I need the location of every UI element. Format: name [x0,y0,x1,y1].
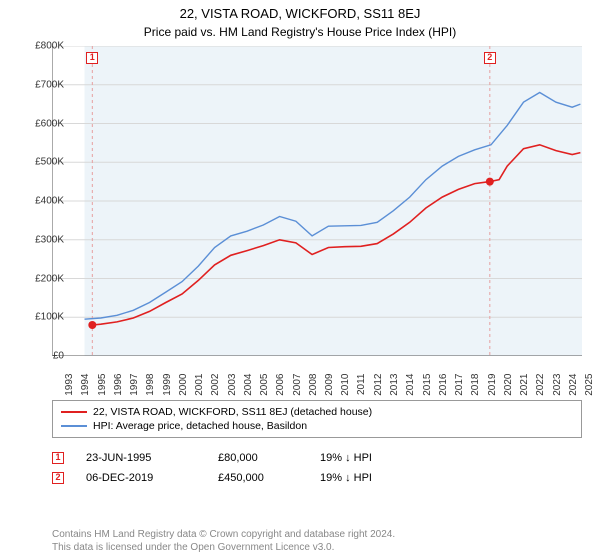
x-tick-label: 2006 [275,374,286,396]
legend-swatch [61,425,87,427]
x-tick-label: 2001 [194,374,205,396]
x-tick-label: 1996 [113,374,124,396]
event-marker-box: 2 [484,52,496,64]
y-tick-label: £0 [53,351,64,362]
chart-legend: 22, VISTA ROAD, WICKFORD, SS11 8EJ (deta… [52,400,582,438]
event-delta: 19% ↓ HPI [320,452,582,464]
chart-plot-area [52,46,582,356]
footer-line: Contains HM Land Registry data © Crown c… [52,528,582,541]
x-tick-label: 2023 [551,374,562,396]
y-tick-label: £600K [35,118,64,129]
x-tick-label: 2020 [503,374,514,396]
x-tick-label: 2007 [291,374,302,396]
x-tick-label: 1999 [161,374,172,396]
y-tick-label: £400K [35,196,64,207]
y-tick-label: £300K [35,234,64,245]
event-date: 06-DEC-2019 [86,472,196,484]
y-tick-label: £700K [35,79,64,90]
x-tick-label: 2002 [210,374,221,396]
x-tick-label: 1997 [129,374,140,396]
x-tick-label: 1994 [80,374,91,396]
event-price: £80,000 [218,452,298,464]
y-tick-label: £100K [35,312,64,323]
x-tick-label: 1995 [96,374,107,396]
x-tick-label: 2008 [308,374,319,396]
footer-line: This data is licensed under the Open Gov… [52,541,582,554]
x-tick-label: 2004 [243,374,254,396]
footer-attribution: Contains HM Land Registry data © Crown c… [52,528,582,554]
x-tick-label: 2021 [519,374,530,396]
chart-title: 22, VISTA ROAD, WICKFORD, SS11 8EJ [0,0,600,21]
chart-subtitle: Price paid vs. HM Land Registry's House … [0,21,600,45]
event-row: 1 23-JUN-1995 £80,000 19% ↓ HPI [52,448,582,468]
x-tick-label: 2022 [535,374,546,396]
event-number-box: 2 [52,472,64,484]
x-tick-label: 2003 [226,374,237,396]
legend-item-hpi: HPI: Average price, detached house, Basi… [61,419,573,433]
x-tick-label: 2000 [178,374,189,396]
x-tick-label: 2009 [324,374,335,396]
x-tick-label: 2011 [356,374,367,396]
x-tick-label: 2005 [259,374,270,396]
legend-label: HPI: Average price, detached house, Basi… [93,420,307,432]
x-tick-label: 2025 [584,374,595,396]
y-tick-label: £500K [35,157,64,168]
x-tick-label: 2024 [568,374,579,396]
x-tick-label: 2013 [389,374,400,396]
x-tick-label: 1998 [145,374,156,396]
events-table: 1 23-JUN-1995 £80,000 19% ↓ HPI 2 06-DEC… [52,448,582,488]
event-delta: 19% ↓ HPI [320,472,582,484]
event-marker-box: 1 [86,52,98,64]
x-tick-label: 2010 [340,374,351,396]
chart-container: 22, VISTA ROAD, WICKFORD, SS11 8EJ Price… [0,0,600,560]
x-tick-label: 2015 [421,374,432,396]
event-row: 2 06-DEC-2019 £450,000 19% ↓ HPI [52,468,582,488]
chart-svg [52,46,582,356]
event-price: £450,000 [218,472,298,484]
legend-item-price-paid: 22, VISTA ROAD, WICKFORD, SS11 8EJ (deta… [61,405,573,419]
x-tick-label: 2016 [438,374,449,396]
y-tick-label: £800K [35,41,64,52]
x-tick-label: 2017 [454,374,465,396]
x-tick-label: 2019 [486,374,497,396]
x-tick-label: 2012 [373,374,384,396]
y-tick-label: £200K [35,273,64,284]
legend-swatch [61,411,87,413]
legend-label: 22, VISTA ROAD, WICKFORD, SS11 8EJ (deta… [93,406,372,418]
x-tick-label: 1993 [64,374,75,396]
x-tick-label: 2018 [470,374,481,396]
event-date: 23-JUN-1995 [86,452,196,464]
event-number-box: 1 [52,452,64,464]
x-tick-label: 2014 [405,374,416,396]
